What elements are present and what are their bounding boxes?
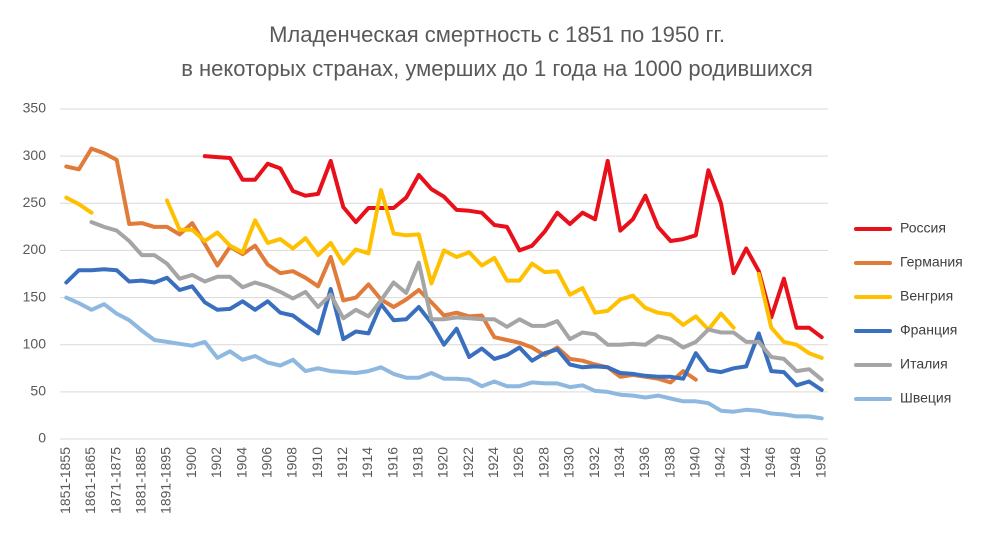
x-tick-label: 1851-1855 (57, 447, 73, 514)
x-tick-label: 1918 (410, 447, 426, 478)
x-tick-label: 1936 (636, 447, 652, 478)
x-tick-label: 1940 (687, 447, 703, 478)
x-tick-label: 1942 (712, 447, 728, 478)
legend-label: Венгрия (900, 288, 953, 304)
x-tick-label: 1881-1885 (133, 447, 149, 514)
series-line (89, 220, 824, 382)
legend-label: Россия (900, 220, 946, 236)
x-tick-label: 1891-1895 (158, 447, 174, 514)
chart-title: Младенческая смертность с 1851 по 1950 г… (269, 22, 725, 47)
x-tick-label: 1924 (485, 447, 501, 478)
x-tick-label: 1861-1865 (82, 447, 98, 514)
legend-label: Германия (900, 254, 963, 270)
series-line (202, 154, 824, 340)
x-tick-label: 1938 (661, 447, 677, 478)
chart-title: в некоторых странах, умерших до 1 года н… (181, 56, 813, 81)
x-tick-label: 1871-1875 (107, 447, 123, 514)
x-tick-label: 1912 (334, 447, 350, 478)
y-tick-label: 300 (23, 147, 47, 163)
x-tick-label: 1920 (435, 447, 451, 478)
x-tick-label: 1928 (535, 447, 551, 478)
x-tick-label: 1906 (258, 447, 274, 478)
x-tick-label: 1904 (233, 447, 249, 478)
x-tick-label: 1932 (586, 447, 602, 478)
series-line (64, 188, 824, 360)
series-line (64, 295, 824, 421)
x-tick-label: 1922 (460, 447, 476, 478)
x-tick-label: 1934 (611, 447, 627, 478)
legend-label: Франция (900, 322, 957, 338)
x-tick-label: 1908 (284, 447, 300, 478)
y-tick-label: 100 (23, 335, 47, 351)
legend-label: Италия (900, 356, 948, 372)
x-tick-label: 1948 (787, 447, 803, 478)
x-tick-label: 1946 (762, 447, 778, 478)
x-tick-label: 1950 (812, 447, 828, 478)
y-tick-label: 200 (23, 241, 47, 257)
x-tick-label: 1914 (359, 447, 375, 478)
y-tick-label: 0 (38, 430, 46, 446)
y-tick-label: 250 (23, 194, 47, 210)
x-tick-label: 1944 (737, 447, 753, 478)
y-tick-label: 50 (30, 383, 46, 399)
x-tick-label: 1910 (309, 447, 325, 478)
x-tick-label: 1926 (510, 447, 526, 478)
y-tick-label: 350 (23, 100, 47, 116)
y-tick-label: 150 (23, 288, 47, 304)
x-tick-label: 1902 (208, 447, 224, 478)
x-tick-label: 1900 (183, 447, 199, 478)
x-tick-label: 1916 (384, 447, 400, 478)
legend-label: Швеция (900, 390, 951, 406)
series-line (64, 267, 824, 392)
x-tick-label: 1930 (561, 447, 577, 478)
